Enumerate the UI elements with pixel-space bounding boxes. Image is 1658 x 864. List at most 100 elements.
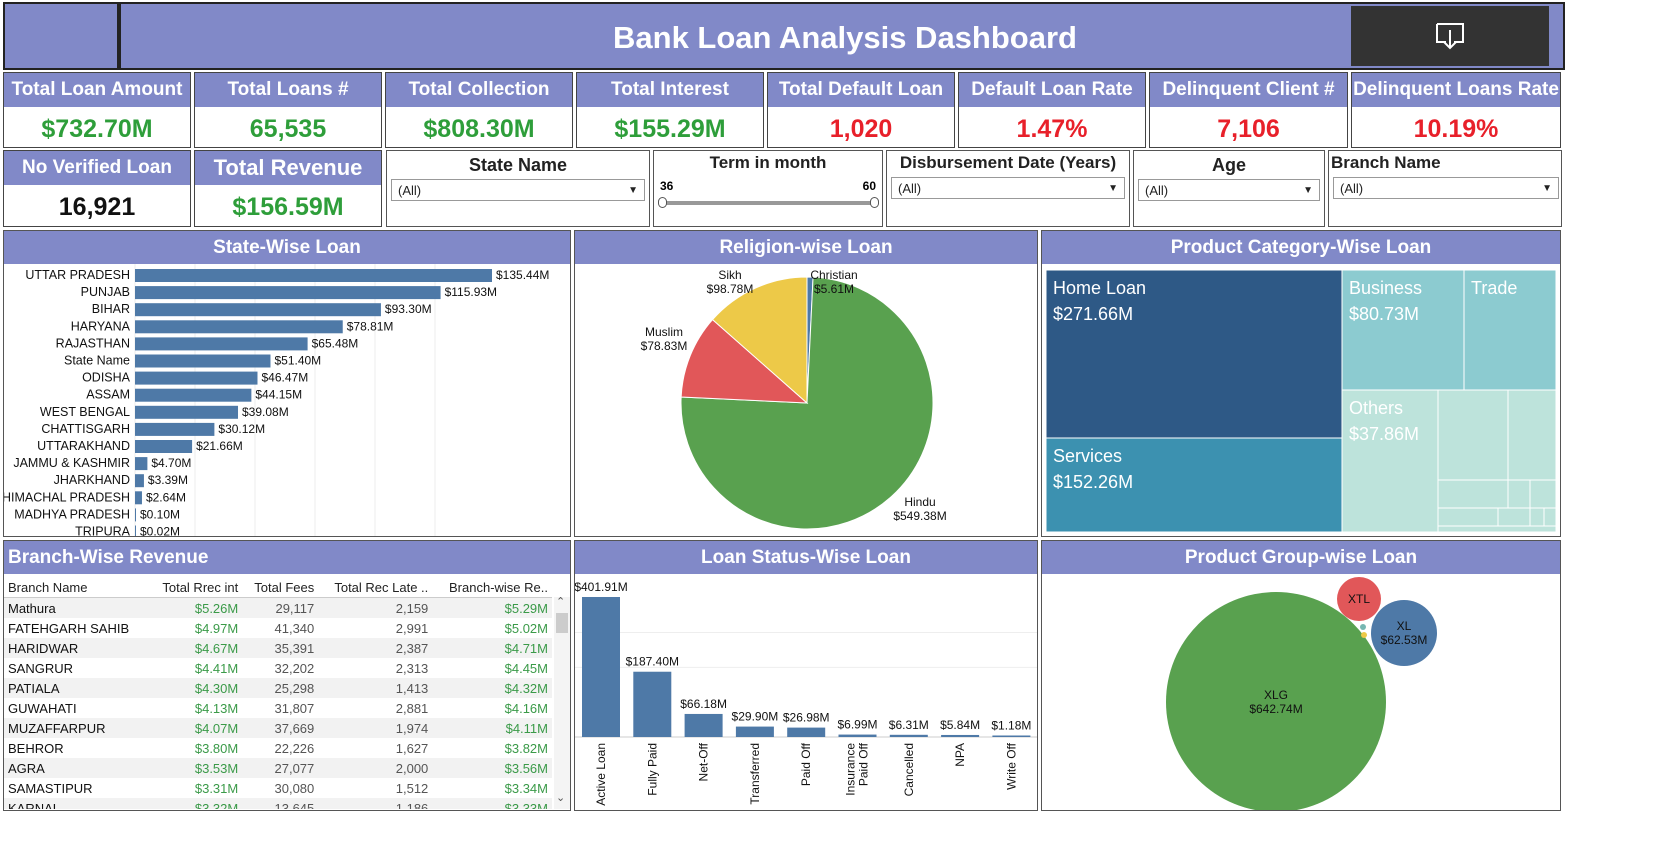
state-bar[interactable] [135, 508, 136, 522]
state-dropdown[interactable]: (All) ▼ [391, 179, 645, 201]
state-bar[interactable] [135, 491, 142, 505]
term-slider-min-handle[interactable] [658, 197, 667, 208]
kpi-total-revenue: Total Revenue $156.59M [194, 150, 382, 227]
term-slider-max-handle[interactable] [870, 197, 879, 208]
state-tick-label: JAMMU & KASHMIR [13, 456, 130, 470]
column-header[interactable]: Branch-wise Re.. [432, 577, 552, 598]
status-bar[interactable] [633, 671, 672, 737]
treemap-cell[interactable] [1341, 389, 1439, 533]
status-bar[interactable] [735, 726, 774, 737]
status-bar[interactable] [992, 735, 1031, 738]
table-cell: KARNAL [4, 798, 149, 809]
bubble-xlg[interactable] [1166, 592, 1386, 810]
column-header[interactable]: Total Rrec int [148, 577, 243, 598]
state-tick-label: UTTARAKHAND [37, 439, 130, 453]
product-treemap: Home Loan $271.66M Services $152.26M Busines… [1045, 269, 1557, 533]
status-bar[interactable] [684, 713, 723, 737]
treemap-cell[interactable] [1341, 269, 1465, 391]
table-scrollbar[interactable]: ⌃ ⌄ [554, 596, 570, 809]
state-data-label: $115.93M [445, 285, 497, 299]
treemap-cell-small[interactable] [1529, 479, 1557, 509]
state-bar[interactable] [135, 269, 492, 282]
treemap-category-label: Business [1349, 278, 1422, 298]
treemap-cell-small[interactable] [1507, 389, 1557, 481]
state-bar[interactable] [135, 525, 136, 537]
bubble-value-label: $62.53M [1381, 633, 1428, 647]
treemap-cell-small[interactable] [1437, 389, 1509, 481]
state-bar[interactable] [135, 474, 144, 488]
bubble-small[interactable] [1360, 624, 1366, 630]
table-cell: $4.11M [432, 718, 552, 738]
state-data-label: $46.47M [261, 371, 308, 385]
branch-dropdown[interactable]: (All) ▼ [1333, 177, 1559, 199]
state-bar[interactable] [135, 337, 308, 351]
table-row[interactable]: KARNAL $3.32M 13,645 1,186 $3.33M [4, 798, 552, 809]
state-bar[interactable] [135, 422, 215, 436]
state-bar[interactable] [135, 457, 148, 471]
table-row[interactable]: GUWAHATI $4.13M 31,807 2,881 $4.16M [4, 698, 552, 718]
state-tick-label: RAJASTHAN [56, 336, 130, 350]
download-button[interactable] [1351, 6, 1549, 66]
table-cell: 25,298 [242, 678, 319, 698]
status-data-label: $5.84M [940, 718, 980, 732]
table-cell: 1,512 [395, 780, 429, 796]
header-left-block [5, 4, 121, 68]
disbursement-dropdown[interactable]: (All) ▼ [891, 177, 1125, 199]
treemap-cell-small[interactable] [1437, 479, 1509, 509]
treemap-cell[interactable] [1463, 269, 1557, 391]
scroll-thumb[interactable] [556, 613, 568, 633]
table-row[interactable]: AGRA $3.53M 27,077 2,000 $3.56M [4, 758, 552, 778]
bubble-small[interactable] [1361, 632, 1367, 638]
table-row[interactable]: MUZAFFARPUR $4.07M 37,669 1,974 $4.11M [4, 718, 552, 738]
table-row[interactable]: SANGRUR $4.41M 32,202 2,313 $4.45M [4, 658, 552, 678]
treemap-cell[interactable] [1045, 269, 1343, 439]
table-row[interactable]: FATEHGARH SAHIB $4.97M 41,340 2,991 $5.02M [4, 618, 552, 638]
state-bar[interactable] [135, 388, 252, 402]
status-bar[interactable] [838, 734, 877, 737]
table-row[interactable]: BEHROR $3.80M 22,226 1,627 $3.82M [4, 738, 552, 758]
state-bar-chart: UTTAR PRADESH $135.44M PUNJAB $115.93M BIHAR… [4, 264, 549, 537]
treemap-cell[interactable] [1045, 437, 1343, 533]
table-row[interactable]: HARIDWAR $4.67M 35,391 2,387 $4.71M [4, 638, 552, 658]
pie-category-label: Muslim [645, 325, 683, 339]
status-bar[interactable] [787, 727, 826, 737]
treemap-cell-small[interactable] [1507, 479, 1531, 509]
scroll-up-icon[interactable]: ⌃ [556, 596, 566, 608]
scroll-down-icon[interactable]: ⌄ [556, 792, 566, 804]
state-bar[interactable] [135, 320, 343, 334]
state-bar[interactable] [135, 286, 441, 300]
state-bar[interactable] [135, 354, 271, 368]
table-row[interactable]: SAMASTIPUR $3.31M 30,080 1,512 $3.34M [4, 778, 552, 798]
status-bar[interactable] [941, 734, 980, 737]
table-row[interactable]: Mathura $5.26M 29,117 2,159 $5.29M [4, 597, 552, 618]
kpi-label: Default Loan Rate [959, 73, 1145, 107]
term-slider-track[interactable] [664, 201, 874, 205]
table-header-row: Branch Name Total Rrec int Total Fees Total… [4, 577, 552, 598]
panel-title: State-Wise Loan [4, 231, 570, 264]
state-bar[interactable] [135, 440, 193, 453]
state-data-label: $65.48M [312, 336, 359, 350]
state-bar[interactable] [135, 303, 381, 317]
column-header[interactable]: Branch Name [4, 577, 149, 598]
column-header[interactable]: Total Fees [242, 577, 319, 598]
table-cell: 41,340 [274, 620, 315, 636]
bubble-xtl[interactable] [1337, 577, 1381, 621]
age-dropdown[interactable]: (All) ▼ [1138, 179, 1320, 201]
table-cell: 37,669 [242, 718, 319, 738]
column-header[interactable]: Total Rec Late .. [318, 577, 433, 598]
table-cell: $3.33M [432, 798, 552, 809]
status-bar[interactable] [889, 734, 928, 737]
pie-slice-sikh[interactable] [711, 276, 808, 405]
kpi-label: Total Collection [386, 73, 572, 107]
panel-religion-wise-loan: Religion-wise Loan Hindu $549.38M Muslim $7… [574, 230, 1038, 537]
state-bar[interactable] [135, 405, 239, 419]
status-bar[interactable] [582, 597, 620, 737]
state-tick-label: HARYANA [71, 319, 131, 333]
pie-slice-muslim[interactable] [680, 318, 809, 404]
treemap-cell-small[interactable] [1437, 525, 1557, 533]
state-bar[interactable] [135, 371, 258, 385]
table-row[interactable]: PATIALA $4.30M 25,298 1,413 $4.32M [4, 678, 552, 698]
kpi-card: Delinquent Loans Rate 10.19% [1351, 72, 1561, 148]
treemap-category-label: Trade [1471, 278, 1517, 298]
bubble-xl[interactable] [1371, 600, 1437, 666]
